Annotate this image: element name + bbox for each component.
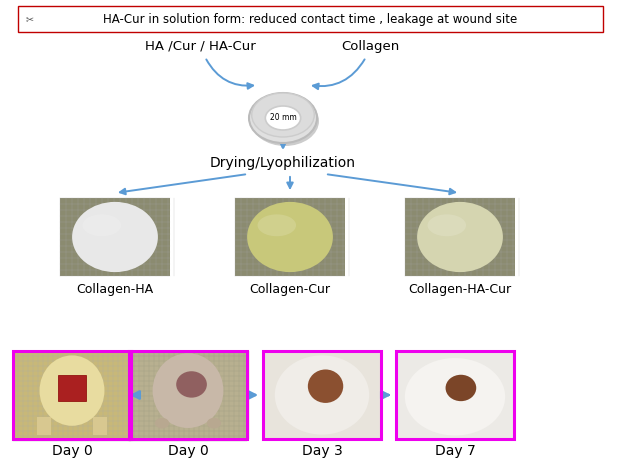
- Bar: [396, 351, 514, 439]
- Ellipse shape: [249, 93, 317, 143]
- Bar: [93, 417, 107, 435]
- Ellipse shape: [153, 353, 223, 428]
- Text: Collagen-HA-Cur: Collagen-HA-Cur: [409, 283, 512, 297]
- FancyBboxPatch shape: [58, 374, 86, 401]
- Ellipse shape: [275, 356, 369, 435]
- Ellipse shape: [428, 214, 466, 236]
- Text: HA /Cur / HA-Cur: HA /Cur / HA-Cur: [144, 39, 255, 53]
- Bar: [235, 198, 345, 276]
- Ellipse shape: [247, 202, 333, 272]
- Ellipse shape: [40, 356, 104, 426]
- Ellipse shape: [257, 214, 296, 236]
- Text: Day 7: Day 7: [435, 444, 476, 458]
- Text: HA-Cur in solution form: reduced contact time , leakage at wound site: HA-Cur in solution form: reduced contact…: [103, 12, 517, 26]
- Bar: [60, 198, 170, 276]
- Bar: [13, 351, 131, 439]
- Ellipse shape: [446, 375, 476, 401]
- Ellipse shape: [72, 202, 158, 272]
- Text: Day 3: Day 3: [301, 444, 342, 458]
- Text: Day 0: Day 0: [167, 444, 208, 458]
- Bar: [263, 351, 381, 439]
- Ellipse shape: [405, 358, 505, 436]
- Ellipse shape: [265, 106, 301, 130]
- Ellipse shape: [308, 369, 343, 403]
- Bar: [405, 198, 515, 276]
- Ellipse shape: [417, 202, 503, 272]
- Bar: [129, 351, 247, 439]
- Text: Collagen-Cur: Collagen-Cur: [249, 283, 330, 297]
- Text: Collagen: Collagen: [341, 39, 399, 53]
- FancyBboxPatch shape: [18, 6, 603, 32]
- Bar: [396, 351, 514, 439]
- Ellipse shape: [207, 418, 221, 428]
- Text: ✂: ✂: [26, 14, 34, 24]
- Ellipse shape: [251, 96, 319, 146]
- Bar: [13, 351, 131, 439]
- Ellipse shape: [82, 214, 121, 236]
- Bar: [37, 417, 51, 435]
- Text: Collagen-HA: Collagen-HA: [76, 283, 154, 297]
- Text: Day 0: Day 0: [51, 444, 92, 458]
- Bar: [129, 351, 247, 439]
- Bar: [263, 351, 381, 439]
- Ellipse shape: [252, 93, 314, 137]
- Ellipse shape: [176, 371, 207, 398]
- Text: 20 mm: 20 mm: [270, 113, 296, 122]
- Text: Drying/Lyophilization: Drying/Lyophilization: [210, 156, 356, 170]
- Ellipse shape: [155, 418, 169, 428]
